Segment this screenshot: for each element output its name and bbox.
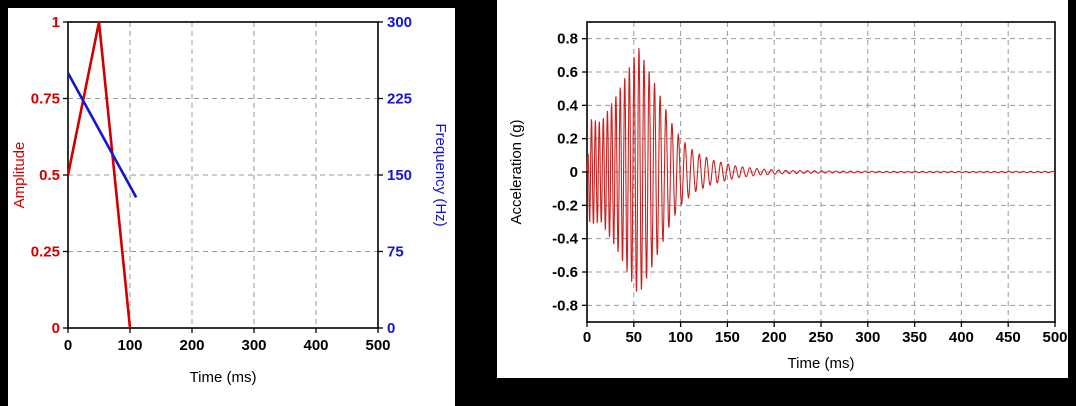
svg-text:100: 100 [668,329,693,346]
svg-text:0.8: 0.8 [557,31,578,48]
svg-text:0.5: 0.5 [39,167,60,184]
svg-text:-0.2: -0.2 [552,197,578,214]
svg-text:0: 0 [387,320,395,337]
svg-text:0: 0 [583,329,591,346]
svg-text:300: 300 [855,329,880,346]
svg-text:50: 50 [625,329,642,346]
response-chart: 0 50 100 150 200 250 300 350 400 450 500 -0.8 -0.6 -0… [508,21,1068,372]
svg-text:0.25: 0.25 [31,244,60,261]
y-axis-title: Acceleration (g) [508,119,525,224]
gridlines [68,22,378,328]
svg-text:100: 100 [117,337,142,354]
svg-text:225: 225 [387,91,412,108]
svg-text:-0.8: -0.8 [552,297,578,314]
svg-text:0.75: 0.75 [31,91,60,108]
svg-text:-0.6: -0.6 [552,264,578,281]
svg-text:150: 150 [387,167,412,184]
svg-text:-0.4: -0.4 [552,231,579,248]
left-axis-title: Amplitude [11,142,28,209]
svg-text:500: 500 [1042,329,1067,346]
svg-text:450: 450 [996,329,1021,346]
svg-text:150: 150 [715,329,740,346]
series-acceleration [586,48,1056,292]
svg-text:350: 350 [902,329,927,346]
svg-text:75: 75 [387,244,404,261]
excitation-chart-panel: 0 100 200 300 400 500 0 0.25 0.5 0.75 1 0 75 150 225 30… [8,8,455,406]
series-frequency-sweep [66,72,138,199]
x-axis-title: Time (ms) [190,369,257,386]
svg-text:0.2: 0.2 [557,131,578,148]
svg-text:1: 1 [52,14,60,31]
svg-text:400: 400 [949,329,974,346]
svg-text:0: 0 [570,164,578,181]
svg-text:250: 250 [808,329,833,346]
gridlines [587,22,1055,322]
response-chart-panel: 0 50 100 150 200 250 300 350 400 450 500 -0.8 -0.6 -0… [497,0,1068,378]
svg-text:300: 300 [387,14,412,31]
svg-text:0: 0 [52,320,60,337]
svg-text:0.6: 0.6 [557,64,578,81]
svg-text:500: 500 [365,337,390,354]
excitation-chart: 0 100 200 300 400 50000.250.50.75107515022530… [11,14,449,386]
svg-text:400: 400 [303,337,328,354]
svg-text:0.4: 0.4 [557,97,579,114]
x-axis-title: Time (ms) [788,355,855,372]
svg-text:300: 300 [241,337,266,354]
svg-text:0: 0 [64,337,72,354]
svg-text:200: 200 [762,329,787,346]
right-axis-title: Frequency (Hz) [432,123,449,226]
series-amplitude-envelope [66,21,132,329]
svg-text:200: 200 [179,337,204,354]
